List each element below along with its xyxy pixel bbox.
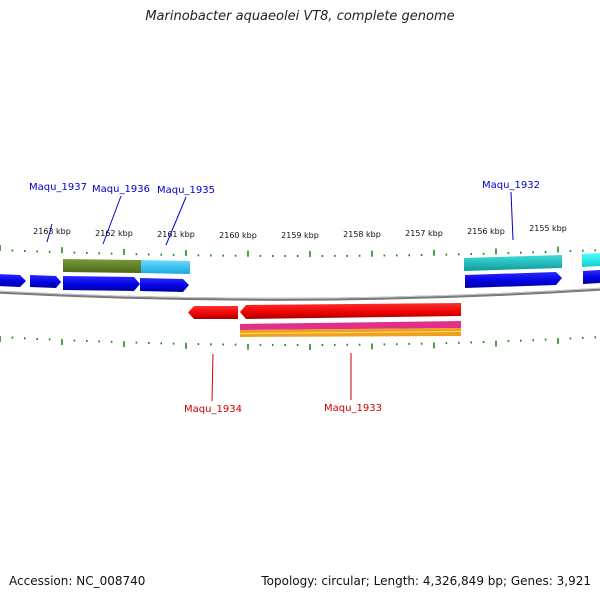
cds-reverse-arrow[interactable] — [188, 306, 238, 319]
leader-line — [46, 223, 53, 243]
accession-text: Accession: NC_008740 — [9, 574, 146, 588]
ruler-label: 2162 kbp — [95, 229, 133, 238]
feature-magenta[interactable] — [240, 321, 461, 330]
ruler-label: 2159 kbp — [281, 231, 319, 240]
cds-forward-arrow[interactable] — [583, 270, 600, 284]
genome-backbone — [0, 287, 600, 301]
gene-label-maqu-1934[interactable]: Maqu_1934 — [184, 404, 242, 415]
feature-track-bottom — [240, 321, 461, 337]
ruler-label: 2157 kbp — [405, 229, 443, 238]
feature-yellow-stripe — [240, 331, 461, 334]
cds-forward-arrow[interactable] — [30, 275, 61, 288]
ruler-ticks-bottom — [0, 336, 597, 350]
cds-forward-arrow[interactable] — [140, 278, 189, 292]
leader-line — [510, 191, 514, 241]
cds-reverse-arrow[interactable] — [240, 303, 461, 319]
ruler-label: 2158 kbp — [343, 230, 381, 239]
cds-forward-arrow[interactable] — [465, 272, 562, 288]
gene-label-leaders — [46, 191, 514, 402]
gene-label-maqu-1936[interactable]: Maqu_1936 — [92, 184, 150, 195]
feature-teal[interactable] — [464, 255, 562, 271]
gene-label-maqu-1937[interactable]: Maqu_1937 — [29, 182, 87, 193]
ruler-label: 2156 kbp — [467, 227, 505, 236]
gene-label-maqu-1933[interactable]: Maqu_1933 — [324, 403, 382, 414]
ruler-ticks-top — [0, 245, 597, 257]
cds-forward-arrow[interactable] — [63, 276, 140, 291]
ruler-label: 2160 kbp — [219, 231, 257, 240]
map-title: Marinobacter aquaeolei VT8, complete gen… — [145, 9, 455, 24]
cds-reverse-track — [188, 303, 461, 319]
ruler-label: 2161 kbp — [157, 230, 195, 239]
gene-label-maqu-1935[interactable]: Maqu_1935 — [157, 185, 215, 196]
ruler-labels: 2163 kbp 2162 kbp 2161 kbp 2160 kbp 2159… — [33, 224, 567, 240]
gene-labels: Maqu_1937 Maqu_1936 Maqu_1935 Maqu_1932 … — [29, 180, 540, 415]
feature-cyan[interactable] — [582, 253, 600, 267]
leader-line — [102, 195, 122, 245]
ruler-label: 2155 kbp — [529, 224, 567, 233]
leader-line — [211, 353, 214, 402]
cds-forward-track — [0, 270, 600, 292]
feature-track-top — [63, 253, 600, 274]
feature-olive[interactable] — [63, 259, 141, 273]
gene-label-maqu-1932[interactable]: Maqu_1932 — [482, 180, 540, 191]
ruler-label: 2163 kbp — [33, 227, 71, 236]
leader-line — [165, 196, 187, 246]
cds-forward-arrow[interactable] — [0, 274, 26, 287]
genome-backbone-highlight — [0, 287, 600, 299]
feature-sky[interactable] — [141, 260, 190, 274]
genome-summary-text: Topology: circular; Length: 4,326,849 bp… — [261, 574, 591, 588]
